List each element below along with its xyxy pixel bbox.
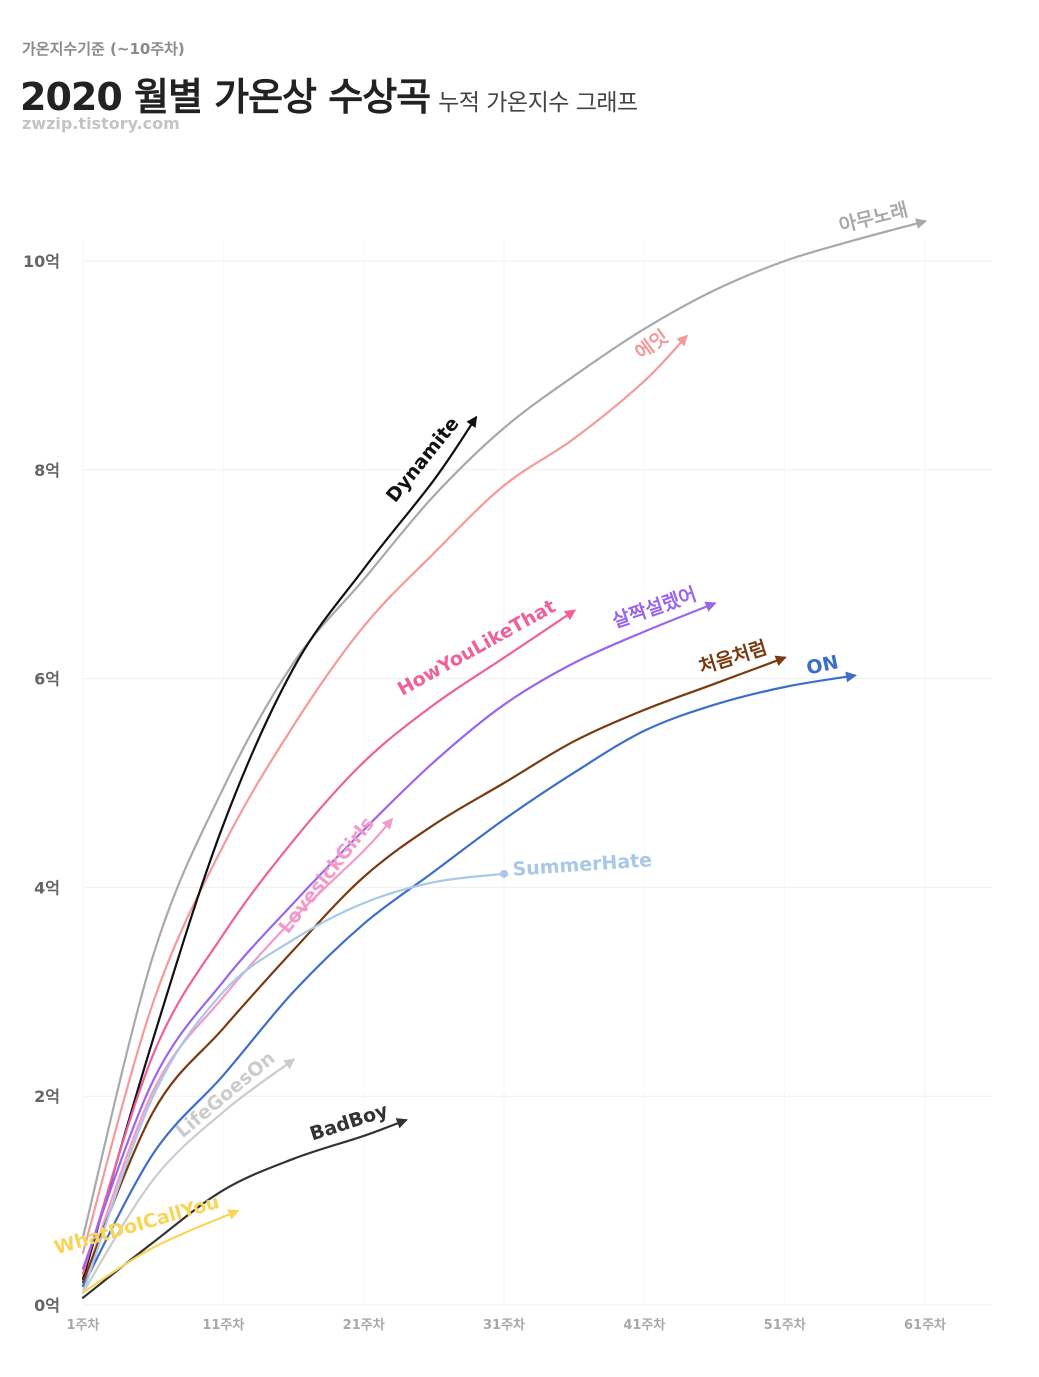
chart-title: 2020 월별 가온상 수상곡 bbox=[20, 75, 431, 119]
series-label-dynamite-2: Dynamite bbox=[382, 413, 464, 507]
series-line---6 bbox=[81, 655, 787, 1284]
series-label-lifegoeson-9: LifeGoesOn bbox=[172, 1047, 280, 1142]
chart-source: zwzip.tistory.com bbox=[22, 114, 180, 133]
y-tick-label: 0억 bbox=[34, 1296, 60, 1315]
series-line-badboy-10 bbox=[81, 1118, 408, 1299]
series-end-dot bbox=[500, 869, 508, 878]
series-line-lovesickgirls-5 bbox=[81, 817, 394, 1286]
series-label-badboy-10: BadBoy bbox=[307, 1099, 391, 1145]
chart-subtitle: 누적 가온지수 그래프 bbox=[438, 90, 638, 116]
series-label-on-7: ON bbox=[805, 651, 841, 679]
series-line-on-7 bbox=[81, 671, 857, 1288]
series-label---6: 처음처럼 bbox=[696, 637, 769, 678]
series-label---4: 살짝설렜어 bbox=[610, 583, 700, 632]
y-tick-label: 4억 bbox=[34, 878, 60, 897]
y-tick-label: 10억 bbox=[23, 252, 60, 271]
y-tick-label: 6억 bbox=[34, 670, 60, 689]
axis-ticks: 0억 2억 4억 6억 8억 10억 1주차 11주차 21주차 31주차 41주차 51주차 61주차 bbox=[23, 252, 946, 1333]
series-line---0 bbox=[81, 218, 928, 1239]
series-label-summerhate-8: SummerHate bbox=[512, 849, 653, 881]
series-line-summerhate-8 bbox=[81, 872, 506, 1294]
x-tick-label: 1주차 bbox=[67, 1317, 100, 1333]
x-tick-label: 61주차 bbox=[904, 1317, 946, 1333]
series-line---4 bbox=[81, 601, 717, 1270]
series-line-whatdoicallyou-11 bbox=[81, 1209, 240, 1294]
chart-kicker: 가온지수기준 (~10주차) bbox=[22, 40, 185, 58]
series-line-lifegoeson-9 bbox=[81, 1058, 296, 1294]
x-tick-label: 31주차 bbox=[483, 1317, 525, 1333]
series-lines bbox=[81, 218, 928, 1299]
y-tick-label: 8억 bbox=[34, 461, 60, 480]
x-tick-label: 51주차 bbox=[764, 1317, 806, 1333]
series-line---1 bbox=[81, 334, 688, 1254]
gridlines bbox=[82, 240, 992, 1306]
title-row: 2020 월별 가온상 수상곡 누적 가온지수 그래프 bbox=[20, 66, 638, 121]
series-line-howyoulikethat-3 bbox=[81, 609, 577, 1275]
series-line-dynamite-2 bbox=[81, 415, 478, 1280]
series-label---0: 아무노래 bbox=[837, 199, 910, 237]
x-tick-label: 41주차 bbox=[623, 1317, 665, 1333]
x-tick-label: 11주차 bbox=[202, 1317, 244, 1333]
x-tick-label: 21주차 bbox=[343, 1317, 385, 1333]
y-tick-label: 2억 bbox=[34, 1087, 60, 1106]
